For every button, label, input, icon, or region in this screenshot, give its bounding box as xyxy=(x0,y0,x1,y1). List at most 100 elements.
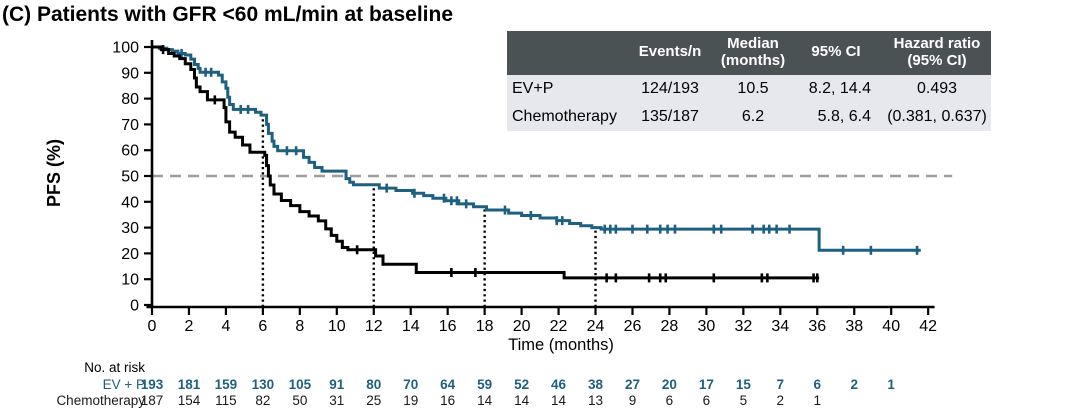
risk-count: 6 xyxy=(665,393,674,408)
risk-count: 13 xyxy=(588,393,604,408)
x-tick-label: 24 xyxy=(587,318,605,335)
summary-chemo-label: Chemotherapy xyxy=(507,102,629,131)
summary-evp-label: EV+P xyxy=(507,74,629,103)
figure-title: (C) Patients with GFR <60 mL/min at base… xyxy=(2,3,454,26)
x-tick-label: 14 xyxy=(402,318,420,335)
risk-count: 187 xyxy=(140,393,164,408)
risk-count: 5 xyxy=(739,393,748,408)
risk-count: 14 xyxy=(477,393,493,408)
summary-header-hazard-ratio: Hazard ratio (95% CI) xyxy=(883,31,991,75)
y-tick-label: 50 xyxy=(121,169,139,186)
risk-count: 154 xyxy=(177,393,201,408)
risk-count: 193 xyxy=(140,377,164,392)
summary-header-median: Median (months) xyxy=(711,31,795,75)
km-curve-evp xyxy=(152,45,921,252)
risk-count: 50 xyxy=(292,393,308,408)
x-tick-label: 30 xyxy=(698,318,716,335)
x-tick-label: 32 xyxy=(734,318,752,335)
risk-count: 25 xyxy=(366,393,382,408)
summary-header-events: Events/n xyxy=(629,31,711,75)
risk-count: 159 xyxy=(214,377,238,392)
summary-row-evp: EV+P 124/193 10.5 8.2, 14.4 0.493 xyxy=(507,74,991,103)
risk-count: 6 xyxy=(702,393,711,408)
risk-count: 14 xyxy=(551,393,567,408)
x-tick-label: 34 xyxy=(771,318,789,335)
summary-evp-ci: 8.2, 14.4 xyxy=(795,74,883,103)
summary-header-ci: 95% CI xyxy=(795,31,883,75)
x-tick-label: 2 xyxy=(185,318,194,335)
x-tick-label: 40 xyxy=(882,318,900,335)
risk-count: 16 xyxy=(440,393,456,408)
summary-header-row: Events/n Median (months) 95% CI Hazard ra… xyxy=(507,31,991,75)
x-tick-label: 38 xyxy=(845,318,863,335)
risk-count: 38 xyxy=(588,377,604,392)
risk-count: 70 xyxy=(403,377,419,392)
risk-count: 27 xyxy=(624,377,640,392)
risk-count: 7 xyxy=(776,377,785,392)
risk-count: 46 xyxy=(551,377,567,392)
summary-chemo-ci: 5.8, 6.4 xyxy=(795,102,883,131)
x-tick-label: 18 xyxy=(476,318,494,335)
y-tick-label: 60 xyxy=(121,143,139,160)
x-tick-label: 4 xyxy=(221,318,230,335)
x-tick-label: 28 xyxy=(661,318,679,335)
y-tick-label: 100 xyxy=(112,40,139,57)
summary-evp-events: 124/193 xyxy=(629,74,711,103)
risk-count: 2 xyxy=(776,393,785,408)
risk-count: 6 xyxy=(813,377,822,392)
x-tick-label: 8 xyxy=(295,318,304,335)
risk-row-label-chemo: Chemotherapy xyxy=(56,393,145,408)
risk-count: 1 xyxy=(887,377,895,392)
km-curve-chemo xyxy=(152,45,820,280)
y-tick-label: 10 xyxy=(121,272,139,289)
summary-evp-hr: 0.493 xyxy=(883,74,991,103)
risk-count: 59 xyxy=(477,377,493,392)
x-tick-label: 12 xyxy=(365,318,383,335)
risk-count: 181 xyxy=(177,377,201,392)
summary-evp-median: 10.5 xyxy=(711,74,795,103)
risk-count: 1 xyxy=(813,393,822,408)
x-tick-label: 20 xyxy=(513,318,531,335)
x-tick-label: 26 xyxy=(624,318,642,335)
risk-row-label-evp: EV + P xyxy=(102,377,145,392)
risk-count: 9 xyxy=(628,393,637,408)
y-axis-label: PFS (%) xyxy=(44,139,64,208)
y-tick-label: 70 xyxy=(121,117,139,134)
y-tick-label: 90 xyxy=(121,65,139,82)
x-tick-label: 16 xyxy=(439,318,457,335)
x-axis-label: Time (months) xyxy=(508,336,614,354)
x-tick-label: 36 xyxy=(808,318,826,335)
x-tick-label: 0 xyxy=(148,318,157,335)
y-tick-label: 0 xyxy=(130,298,139,315)
x-tick-label: 6 xyxy=(258,318,267,335)
summary-chemo-events: 135/187 xyxy=(629,102,711,131)
summary-table: Events/n Median (months) 95% CI Hazard ra… xyxy=(507,31,991,131)
risk-count: 17 xyxy=(698,377,714,392)
risk-count: 80 xyxy=(366,377,382,392)
x-tick-label: 22 xyxy=(550,318,568,335)
risk-count: 64 xyxy=(440,377,456,392)
risk-table-title: No. at risk xyxy=(84,360,145,375)
summary-row-chemo: Chemotherapy 135/187 6.2 5.8, 6.4 (0.381… xyxy=(507,102,991,131)
risk-count: 31 xyxy=(329,393,345,408)
risk-count: 52 xyxy=(514,377,530,392)
risk-count: 19 xyxy=(403,393,419,408)
summary-chemo-median: 6.2 xyxy=(711,102,795,131)
summary-header-empty xyxy=(507,31,629,75)
risk-count: 115 xyxy=(215,393,237,408)
y-tick-label: 40 xyxy=(121,194,139,211)
risk-count: 2 xyxy=(850,377,858,392)
y-tick-label: 20 xyxy=(121,246,139,263)
risk-count: 20 xyxy=(661,377,677,392)
risk-count: 14 xyxy=(514,393,530,408)
risk-count: 82 xyxy=(255,393,271,408)
summary-chemo-hr: (0.381, 0.637) xyxy=(883,102,991,131)
x-tick-label: 42 xyxy=(919,318,937,335)
x-tick-label: 10 xyxy=(328,318,346,335)
risk-count: 15 xyxy=(735,377,751,392)
risk-count: 91 xyxy=(329,377,345,392)
risk-count: 130 xyxy=(251,377,275,392)
y-tick-label: 30 xyxy=(121,220,139,237)
risk-count: 105 xyxy=(288,377,312,392)
